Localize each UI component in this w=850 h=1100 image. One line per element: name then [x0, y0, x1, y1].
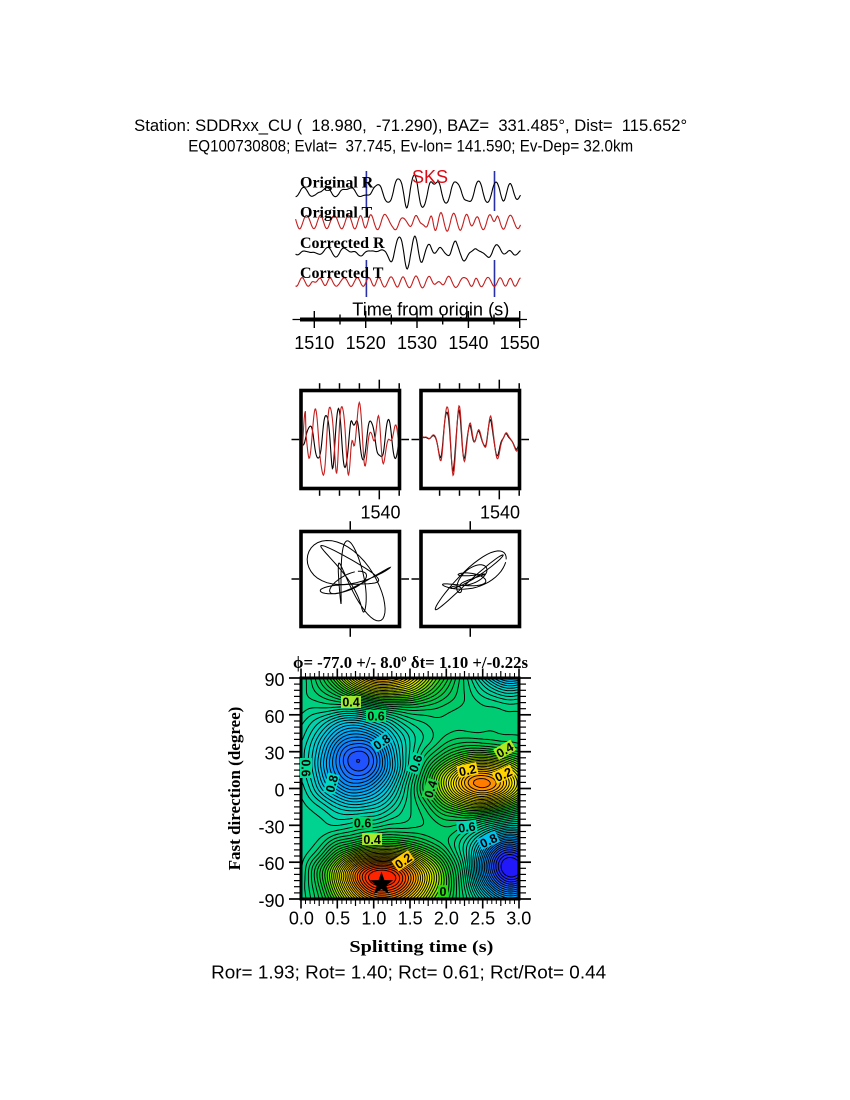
- svg-text:0.6: 0.6: [407, 753, 426, 774]
- svg-text:1.0: 1.0: [361, 909, 386, 929]
- svg-text:-60: -60: [258, 854, 284, 874]
- svg-text:1.5: 1.5: [398, 909, 423, 929]
- svg-text:3.0: 3.0: [506, 909, 531, 929]
- svg-text:0.4: 0.4: [422, 779, 441, 800]
- svg-text:1540: 1540: [448, 333, 488, 353]
- svg-text:1530: 1530: [397, 333, 437, 353]
- svg-text:Splitting time (s): Splitting time (s): [349, 937, 493, 956]
- svg-text:90: 90: [264, 670, 284, 690]
- svg-text:30: 30: [264, 744, 284, 764]
- svg-text:Corrected T: Corrected T: [300, 265, 384, 282]
- svg-text:-30: -30: [258, 817, 284, 837]
- svg-text:0.4: 0.4: [342, 696, 359, 710]
- svg-text:0.8: 0.8: [323, 774, 341, 794]
- svg-text:0: 0: [274, 781, 284, 801]
- svg-text:0.6: 0.6: [354, 817, 371, 831]
- svg-text:EQ100730808; Evlat= 37.745, E: EQ100730808; Evlat= 37.745, Ev-lon= 141.…: [188, 138, 633, 156]
- svg-text:1540: 1540: [480, 503, 520, 523]
- svg-text:0.4: 0.4: [363, 833, 380, 847]
- svg-text:Station: SDDRxx_CU ( 18.980,: Station: SDDRxx_CU ( 18.980, -71.290), B…: [134, 117, 687, 135]
- svg-text:0.6: 0.6: [298, 759, 312, 776]
- svg-text:-90: -90: [258, 891, 284, 911]
- svg-text:0: 0: [440, 885, 447, 899]
- svg-text:0.2: 0.2: [458, 762, 478, 779]
- svg-text:Time from origin (s): Time from origin (s): [352, 300, 509, 320]
- svg-text:1550: 1550: [500, 333, 540, 353]
- svg-text:0.2: 0.2: [493, 765, 515, 785]
- svg-text:Original R: Original R: [300, 175, 374, 192]
- svg-text:Corrected R: Corrected R: [300, 235, 385, 252]
- svg-text:Fast direction (degree): Fast direction (degree): [225, 707, 244, 871]
- svg-text:SKS: SKS: [412, 167, 448, 187]
- svg-text:1520: 1520: [346, 333, 386, 353]
- svg-text:60: 60: [264, 707, 284, 727]
- svg-text:2.0: 2.0: [434, 909, 459, 929]
- svg-text:0.6: 0.6: [457, 819, 476, 835]
- svg-text:0.8: 0.8: [478, 831, 500, 851]
- svg-text:ϕ= -77.0 +/- 8.0º δt= 1.10 +/-: ϕ= -77.0 +/- 8.0º δt= 1.10 +/-0.22s: [293, 653, 528, 672]
- svg-text:1540: 1540: [360, 503, 400, 523]
- svg-text:1510: 1510: [294, 333, 334, 353]
- svg-text:2.5: 2.5: [470, 909, 495, 929]
- svg-text:Original T: Original T: [300, 205, 372, 222]
- svg-text:0.5: 0.5: [325, 909, 350, 929]
- svg-text:Ror= 1.93; Rot= 1.40; Rct= 0.6: Ror= 1.93; Rot= 1.40; Rct= 0.61; Rct/Rot…: [211, 963, 606, 983]
- svg-text:0.0: 0.0: [289, 909, 314, 929]
- svg-text:0.6: 0.6: [367, 710, 384, 724]
